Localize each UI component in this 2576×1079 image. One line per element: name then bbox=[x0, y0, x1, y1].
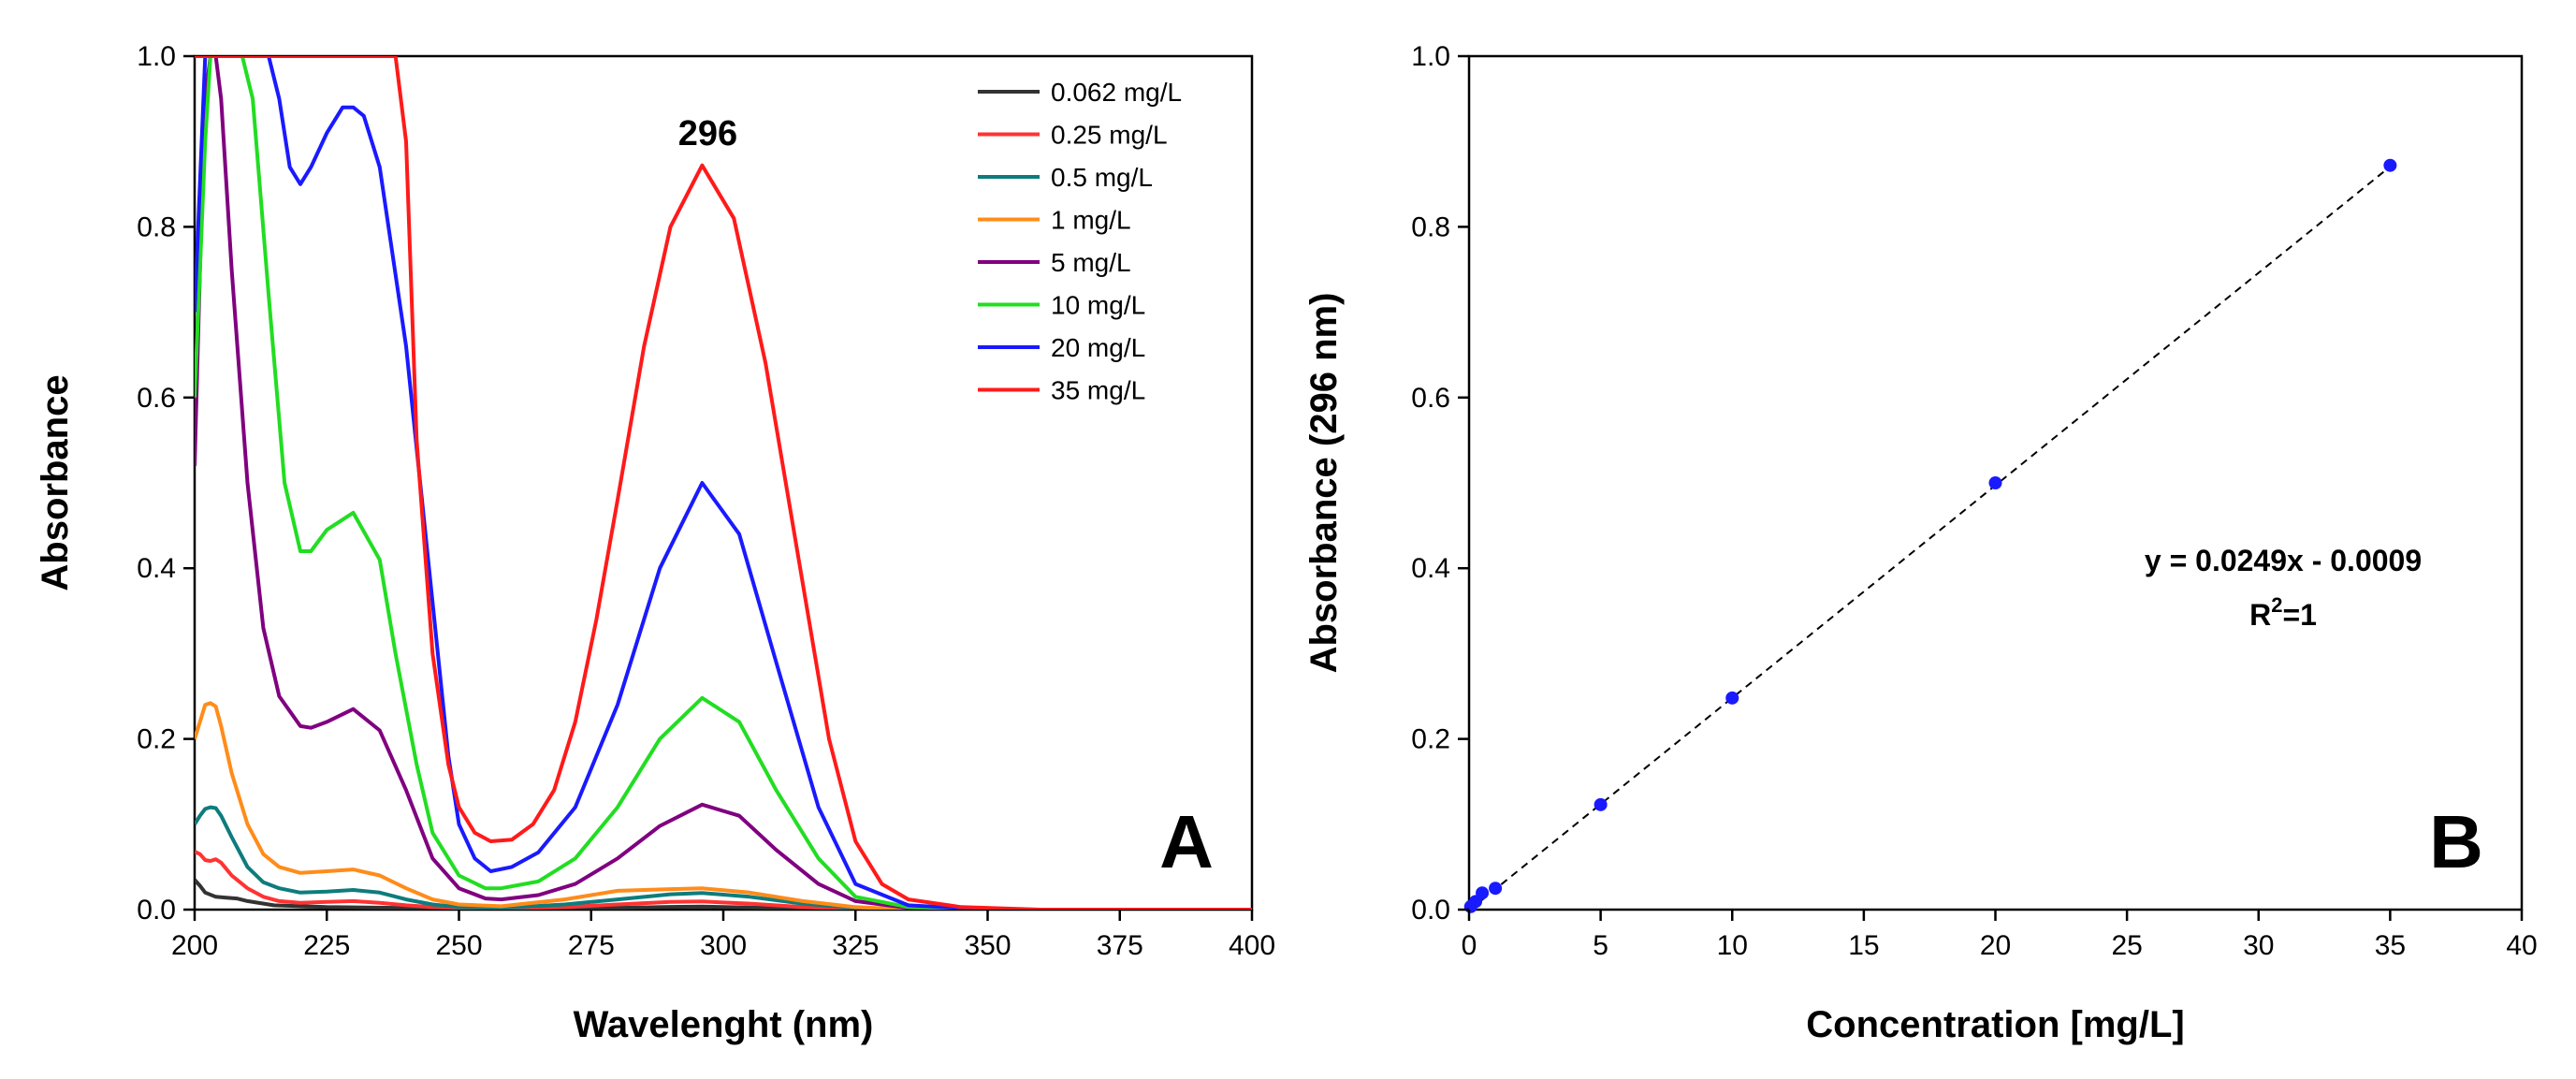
y-tick-label: 0.0 bbox=[137, 895, 176, 926]
data-point bbox=[2383, 158, 2397, 172]
x-tick-label: 350 bbox=[964, 930, 1011, 961]
y-tick-label: 0.6 bbox=[1411, 383, 1450, 414]
panel-a-series-group bbox=[195, 56, 1252, 910]
x-tick-label: 275 bbox=[568, 930, 615, 961]
r2-prefix: R bbox=[2249, 598, 2271, 632]
y-tick-label: 1.0 bbox=[1411, 41, 1450, 72]
panel-b-fit-equation: y = 0.0249x - 0.0009 bbox=[2145, 544, 2422, 577]
panel-b-r-squared: R2=1 bbox=[2249, 593, 2317, 632]
series-line-3 bbox=[195, 805, 1252, 910]
series-line-8 bbox=[195, 56, 1252, 910]
y-tick-label: 0.2 bbox=[137, 724, 176, 755]
data-point bbox=[1594, 797, 1608, 811]
series-line-6 bbox=[195, 56, 1252, 910]
x-tick-label: 250 bbox=[435, 930, 482, 961]
panel-a-x-ticks: 200 225 250 275 300 325 350 375 400 bbox=[171, 910, 1275, 961]
y-tick-label: 0.8 bbox=[1411, 211, 1450, 242]
x-tick-label: 25 bbox=[2111, 930, 2142, 961]
panel-b-fit-line bbox=[1470, 159, 2399, 911]
panel-a-y-ticks: 0.0 0.2 0.4 0.6 0.8 1.0 bbox=[137, 41, 195, 926]
panel-a-x-axis-label: Wavelenght (nm) bbox=[574, 1004, 874, 1045]
legend-label-5: 5 mg/L bbox=[1051, 248, 1131, 277]
x-tick-label: 35 bbox=[2375, 930, 2406, 961]
y-tick-label: 0.2 bbox=[1411, 724, 1450, 755]
y-tick-label: 0.4 bbox=[137, 553, 176, 584]
panel-b-y-axis-label: Absorbance (296 nm) bbox=[1303, 293, 1345, 674]
x-tick-label: 5 bbox=[1593, 930, 1608, 961]
panel-a-label: A bbox=[1159, 800, 1214, 883]
legend-label-2: 0.25 mg/L bbox=[1051, 121, 1168, 150]
series-line-2 bbox=[195, 850, 1252, 910]
legend-label-6: 10 mg/L bbox=[1051, 291, 1145, 320]
legend-label-8: 35 mg/L bbox=[1051, 376, 1145, 405]
legend-label-1: 0.062 mg/L bbox=[1051, 78, 1182, 107]
x-tick-label: 200 bbox=[171, 930, 218, 961]
y-tick-label: 0.0 bbox=[1411, 895, 1450, 926]
x-tick-label: 325 bbox=[832, 930, 879, 961]
r2-suffix: =1 bbox=[2282, 598, 2316, 632]
series-line-5 bbox=[195, 56, 1252, 910]
x-tick-label: 375 bbox=[1097, 930, 1143, 961]
x-tick-label: 10 bbox=[1717, 930, 1748, 961]
data-point bbox=[1988, 476, 2002, 489]
panel-b-label: B bbox=[2429, 800, 2483, 883]
y-tick-label: 0.4 bbox=[1411, 553, 1450, 584]
panel-a-y-axis-label: Absorbance bbox=[35, 374, 76, 591]
panel-b: 0 5 10 15 20 25 30 35 40 0.0 0.2 0.4 0.6 0.8 1.0 Conc… bbox=[1303, 41, 2538, 1045]
data-point bbox=[1725, 691, 1739, 705]
series-line-1 bbox=[195, 878, 1252, 910]
y-tick-label: 1.0 bbox=[137, 41, 176, 72]
data-point bbox=[1489, 882, 1503, 896]
y-tick-label: 0.8 bbox=[137, 211, 176, 242]
r2-superscript: 2 bbox=[2271, 593, 2282, 617]
panel-a-legend: 0.062 mg/L 0.25 mg/L 0.5 mg/L 1 mg/L 5 mg/L 1… bbox=[978, 78, 1182, 405]
y-tick-label: 0.6 bbox=[137, 383, 176, 414]
x-tick-label: 30 bbox=[2243, 930, 2274, 961]
panel-b-x-ticks: 0 5 10 15 20 25 30 35 40 bbox=[1462, 910, 2538, 961]
x-tick-label: 400 bbox=[1229, 930, 1275, 961]
panel-a: 200 225 250 275 300 325 350 375 400 0.0 0.2 0.4 0.6… bbox=[35, 41, 1275, 1045]
panel-a-peak-annotation: 296 bbox=[678, 114, 737, 153]
panel-b-x-axis-label: Concentration [mg/L] bbox=[1806, 1004, 2184, 1045]
legend-label-7: 20 mg/L bbox=[1051, 333, 1145, 362]
legend-label-3: 0.5 mg/L bbox=[1051, 163, 1153, 192]
x-tick-label: 0 bbox=[1462, 930, 1477, 961]
panel-b-data-points bbox=[1463, 158, 2397, 913]
legend-label-4: 1 mg/L bbox=[1051, 206, 1131, 235]
x-tick-label: 225 bbox=[303, 930, 350, 961]
data-point bbox=[1476, 886, 1490, 900]
panel-b-y-ticks: 0.0 0.2 0.4 0.6 0.8 1.0 bbox=[1411, 41, 1469, 926]
x-tick-label: 15 bbox=[1848, 930, 1879, 961]
x-tick-label: 40 bbox=[2506, 930, 2537, 961]
x-tick-label: 20 bbox=[1980, 930, 2011, 961]
series-line-4 bbox=[195, 701, 1252, 910]
x-tick-label: 300 bbox=[700, 930, 747, 961]
